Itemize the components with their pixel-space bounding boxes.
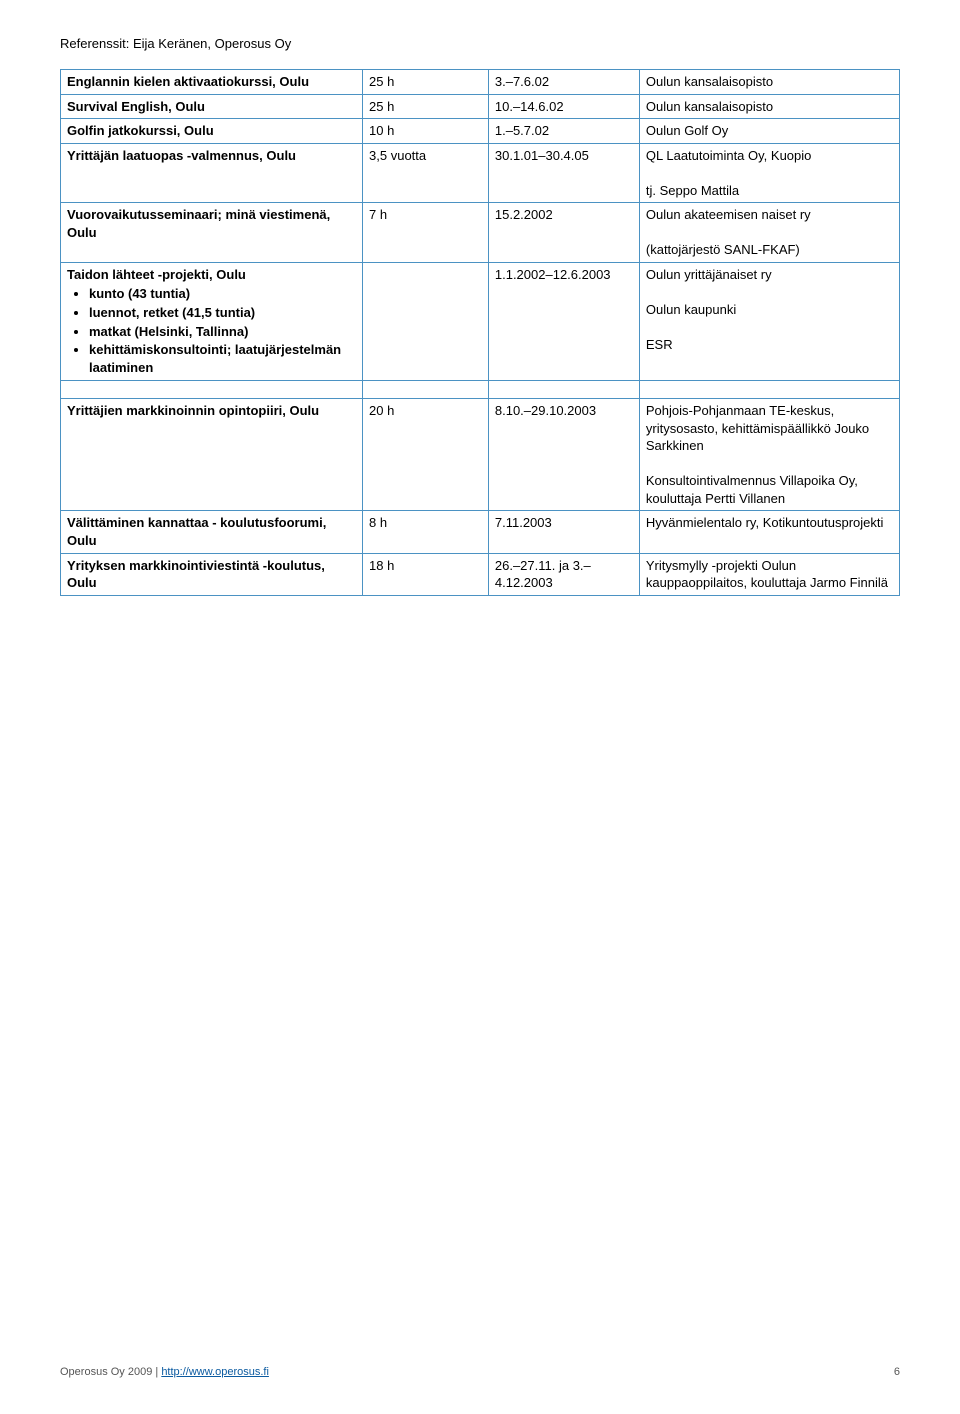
cell-hours: 10 h (363, 119, 489, 144)
cell-provider: Oulun kansalaisopisto (639, 94, 899, 119)
provider-main: QL Laatutoiminta Oy, Kuopio (646, 148, 811, 163)
bullet-list: kunto (43 tuntia) luennot, retket (41,5 … (89, 285, 356, 376)
cell-hours: 3,5 vuotta (363, 143, 489, 203)
course-title: Golfin jatkokurssi, Oulu (67, 123, 214, 138)
provider-main: Oulun akateemisen naiset ry (646, 207, 811, 222)
cell-provider: Oulun akateemisen naiset ry (kattojärjes… (639, 203, 899, 263)
table-row: Taidon lähteet -projekti, Oulu kunto (43… (61, 262, 900, 380)
table-row: Englannin kielen aktivaatiokurssi, Oulu … (61, 70, 900, 95)
cell-hours: 20 h (363, 399, 489, 511)
cell-provider: Oulun yrittäjänaiset ry Oulun kaupunki E… (639, 262, 899, 380)
table-row: Välittäminen kannattaa - koulutusfoorumi… (61, 511, 900, 553)
table-spacer-row (61, 381, 900, 399)
course-title: Taidon lähteet -projekti, Oulu (67, 267, 246, 282)
cell-provider: Oulun kansalaisopisto (639, 70, 899, 95)
cell-dates: 7.11.2003 (488, 511, 639, 553)
provider-line: ESR (646, 337, 673, 352)
table-row: Survival English, Oulu 25 h 10.–14.6.02 … (61, 94, 900, 119)
provider-line: Oulun yrittäjänaiset ry (646, 267, 772, 282)
bullet-item: kehittämiskonsultointi; laatujärjestelmä… (89, 341, 356, 376)
provider-extra: Konsultointivalmennus Villapoika Oy, kou… (646, 473, 858, 506)
bullet-item: kunto (43 tuntia) (89, 285, 356, 303)
header-reference-line: Referenssit: Eija Keränen, Operosus Oy (60, 36, 900, 51)
table-row: Golfin jatkokurssi, Oulu 10 h 1.–5.7.02 … (61, 119, 900, 144)
cell-course: Yrittäjän laatuopas -valmennus, Oulu (61, 143, 363, 203)
reference-table: Englannin kielen aktivaatiokurssi, Oulu … (60, 69, 900, 596)
footer-page-number: 6 (894, 1366, 900, 1378)
footer-company: Operosus Oy 2009 | (60, 1366, 161, 1378)
table-row: Yrittäjän laatuopas -valmennus, Oulu 3,5… (61, 143, 900, 203)
cell-course: Välittäminen kannattaa - koulutusfoorumi… (61, 511, 363, 553)
course-title: Survival English, Oulu (67, 99, 205, 114)
footer-link[interactable]: http://www.operosus.fi (161, 1366, 269, 1378)
cell-course: Englannin kielen aktivaatiokurssi, Oulu (61, 70, 363, 95)
cell-dates: 30.1.01–30.4.05 (488, 143, 639, 203)
course-title: Välittäminen kannattaa - koulutusfoorumi… (67, 515, 326, 548)
cell-dates: 1.1.2002–12.6.2003 (488, 262, 639, 380)
course-title: Vuorovaikutusseminaari; minä viestimenä,… (67, 207, 330, 240)
cell-hours: 8 h (363, 511, 489, 553)
course-title: Englannin kielen aktivaatiokurssi, Oulu (67, 74, 309, 89)
cell-course: Survival English, Oulu (61, 94, 363, 119)
course-title: Yrittäjän laatuopas -valmennus, Oulu (67, 148, 296, 163)
cell-provider: Hyvänmielentalo ry, Kotikuntoutusprojekt… (639, 511, 899, 553)
cell-course: Yrityksen markkinointiviestintä -koulutu… (61, 553, 363, 595)
cell-hours: 7 h (363, 203, 489, 263)
spacer-cell (363, 381, 489, 399)
cell-dates: 3.–7.6.02 (488, 70, 639, 95)
cell-provider: Oulun Golf Oy (639, 119, 899, 144)
page-container: Referenssit: Eija Keränen, Operosus Oy E… (0, 0, 960, 1414)
cell-course: Vuorovaikutusseminaari; minä viestimenä,… (61, 203, 363, 263)
cell-course: Yrittäjien markkinoinnin opintopiiri, Ou… (61, 399, 363, 511)
cell-hours: 18 h (363, 553, 489, 595)
footer-left: Operosus Oy 2009 | http://www.operosus.f… (60, 1366, 269, 1378)
provider-line: Oulun kaupunki (646, 302, 736, 317)
spacer-cell (488, 381, 639, 399)
spacer-cell (639, 381, 899, 399)
table-row: Yrittäjien markkinoinnin opintopiiri, Ou… (61, 399, 900, 511)
cell-provider: Yritysmylly -projekti Oulun kauppaoppila… (639, 553, 899, 595)
cell-provider: QL Laatutoiminta Oy, Kuopio tj. Seppo Ma… (639, 143, 899, 203)
cell-dates: 15.2.2002 (488, 203, 639, 263)
provider-extra: (kattojärjestö SANL-FKAF) (646, 242, 800, 257)
course-title: Yrittäjien markkinoinnin opintopiiri, Ou… (67, 403, 319, 418)
table-row: Yrityksen markkinointiviestintä -koulutu… (61, 553, 900, 595)
cell-dates: 8.10.–29.10.2003 (488, 399, 639, 511)
bullet-item: luennot, retket (41,5 tuntia) (89, 304, 356, 322)
provider-extra: tj. Seppo Mattila (646, 183, 739, 198)
provider-main: Pohjois-Pohjanmaan TE-keskus, yritysosas… (646, 403, 869, 453)
cell-dates: 1.–5.7.02 (488, 119, 639, 144)
cell-provider: Pohjois-Pohjanmaan TE-keskus, yritysosas… (639, 399, 899, 511)
table-row: Vuorovaikutusseminaari; minä viestimenä,… (61, 203, 900, 263)
cell-course: Taidon lähteet -projekti, Oulu kunto (43… (61, 262, 363, 380)
cell-hours (363, 262, 489, 380)
page-footer: Operosus Oy 2009 | http://www.operosus.f… (60, 1366, 900, 1378)
cell-dates: 26.–27.11. ja 3.–4.12.2003 (488, 553, 639, 595)
bullet-item: matkat (Helsinki, Tallinna) (89, 323, 356, 341)
cell-hours: 25 h (363, 70, 489, 95)
course-title: Yrityksen markkinointiviestintä -koulutu… (67, 558, 325, 591)
cell-dates: 10.–14.6.02 (488, 94, 639, 119)
spacer-cell (61, 381, 363, 399)
cell-course: Golfin jatkokurssi, Oulu (61, 119, 363, 144)
cell-hours: 25 h (363, 94, 489, 119)
